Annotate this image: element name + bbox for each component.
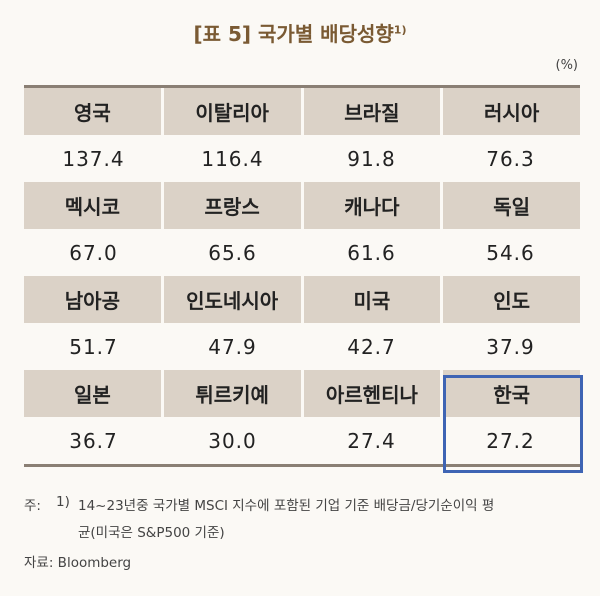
country-name: 러시아 [443, 88, 580, 135]
value: 91.8 [347, 146, 396, 171]
country-name: 튀르키예 [163, 370, 301, 417]
table: 영국 이탈리아 브라질 러시아 137.4 116.4 91.8 76.3 멕시코 프랑스 캐나다 독… [24, 85, 580, 467]
country-name: 아르헨티나 [303, 370, 441, 417]
value: 54.6 [486, 240, 535, 265]
title-text: [표 5] 국가별 배당성향 [193, 22, 394, 46]
value: 36.7 [69, 428, 118, 453]
country-name: 독일 [443, 182, 580, 229]
value: 27.2 [486, 428, 535, 453]
title: [표 5] 국가별 배당성향1) [0, 18, 600, 47]
value: 67.0 [69, 240, 118, 265]
header-row: 멕시코 프랑스 캐나다 독일 [24, 182, 580, 229]
country-name: 브라질 [303, 88, 441, 135]
value: 137.4 [62, 146, 125, 171]
country-name: 캐나다 [303, 182, 441, 229]
value-row: 67.0 65.6 61.6 54.6 [24, 229, 580, 276]
value: 116.4 [201, 146, 264, 171]
value: 61.6 [347, 240, 396, 265]
title-superscript: 1) [393, 23, 407, 37]
header-row: 영국 이탈리아 브라질 러시아 [24, 88, 580, 135]
value-row: 51.7 47.9 42.7 37.9 [24, 323, 580, 370]
country-name: 인도 [443, 276, 580, 323]
value: 27.4 [347, 428, 396, 453]
value: 37.9 [486, 334, 535, 359]
footnote-label: 주: [24, 498, 41, 514]
value: 47.9 [208, 334, 257, 359]
unit: (%) [555, 58, 579, 73]
country-name: 일본 [24, 370, 161, 417]
value: 51.7 [69, 334, 118, 359]
country-name: 인도네시아 [163, 276, 301, 323]
value: 30.0 [208, 428, 257, 453]
value: 76.3 [486, 146, 535, 171]
value: 42.7 [347, 334, 396, 359]
source: 자료: Bloomberg [24, 555, 132, 571]
country-name: 영국 [24, 88, 161, 135]
country-name: 미국 [303, 276, 441, 323]
value-row: 137.4 116.4 91.8 76.3 [24, 135, 580, 182]
country-name: 프랑스 [163, 182, 301, 229]
footnote-line: 균(미국은 S&P500 기준) [78, 525, 225, 541]
country-name: 이탈리아 [163, 88, 301, 135]
footnote-marker: 1) [56, 494, 70, 510]
value-row: 36.7 30.0 27.4 27.2 [24, 417, 580, 464]
header-row: 남아공 인도네시아 미국 인도 [24, 276, 580, 323]
value: 65.6 [208, 240, 257, 265]
footnote-line: 14~23년중 국가별 MSCI 지수에 포함된 기업 기준 배당금/당기순이익… [78, 498, 495, 514]
highlight-box [443, 375, 583, 473]
country-name: 멕시코 [24, 182, 161, 229]
country-name: 남아공 [24, 276, 161, 323]
